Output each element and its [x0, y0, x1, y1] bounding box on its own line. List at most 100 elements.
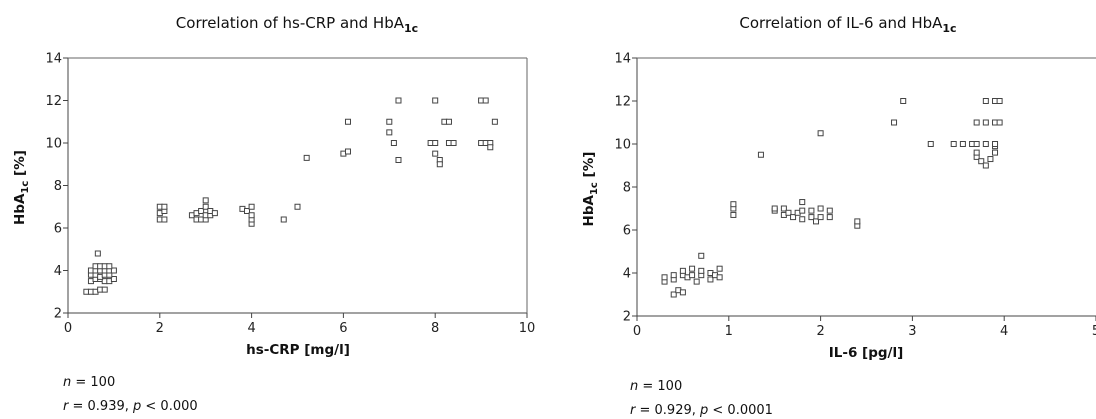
x-tick-label: 0 — [633, 324, 641, 339]
y-tick-label: 2 — [623, 310, 631, 325]
y-axis-label-main: HbA — [12, 193, 28, 225]
data-point — [110, 276, 117, 282]
data-point — [487, 144, 494, 151]
y-axis-label-unit: [%] — [581, 152, 597, 183]
data-point — [785, 209, 792, 216]
y-axis-label-unit: [%] — [12, 150, 28, 181]
y-tick-label: 12 — [614, 95, 631, 110]
data-point — [294, 203, 301, 210]
data-point — [826, 207, 833, 214]
x-tick-label: 8 — [431, 321, 439, 336]
data-point — [202, 203, 209, 210]
stat-p-label: p — [699, 403, 708, 418]
data-point — [679, 289, 686, 296]
x-tick-label: 1 — [725, 324, 733, 339]
data-point — [482, 97, 489, 104]
y-tick-label: 14 — [614, 52, 631, 67]
data-point — [386, 129, 393, 136]
y-tick-label: 12 — [45, 94, 62, 109]
data-point — [432, 97, 439, 104]
data-point — [390, 140, 397, 146]
data-point — [432, 140, 439, 146]
data-point — [817, 130, 824, 137]
data-point — [799, 207, 806, 214]
data-point — [161, 216, 168, 223]
data-point — [94, 250, 101, 257]
stat-r-value: = 0.939, — [68, 399, 133, 414]
chart-hscrp-hba1c: Correlation of hs-CRP and HbA1c246810121… — [12, 14, 535, 414]
data-point — [799, 216, 806, 223]
data-point — [303, 154, 310, 161]
data-point — [386, 118, 393, 125]
data-point — [982, 141, 989, 147]
data-point — [996, 119, 1003, 126]
data-point — [959, 141, 966, 147]
stat-n-label: n — [630, 379, 638, 394]
chart-title-subscript: 1c — [942, 22, 956, 35]
y-tick-label: 4 — [623, 267, 631, 282]
y-tick-label: 6 — [623, 224, 631, 239]
data-point — [344, 148, 351, 155]
x-tick-label: 10 — [519, 321, 536, 336]
y-tick-label: 2 — [54, 307, 62, 322]
data-point — [973, 149, 980, 156]
data-point — [491, 118, 498, 125]
stat-r-p: r = 0.939, p < 0.000 — [63, 399, 198, 414]
y-tick-label: 10 — [45, 137, 62, 152]
data-point — [395, 157, 402, 163]
data-point — [679, 267, 686, 274]
y-tick-label: 10 — [614, 138, 631, 153]
data-point — [670, 272, 677, 279]
data-point — [445, 118, 452, 125]
data-point — [689, 265, 696, 272]
chart-title: Correlation of IL-6 and HbA1c — [739, 14, 956, 35]
y-tick-label: 4 — [54, 264, 62, 279]
stat-n-label: n — [63, 375, 71, 390]
data-point — [817, 214, 824, 221]
data-point — [780, 205, 787, 212]
y-axis-label-main: HbA — [581, 194, 597, 226]
stat-n-value: = 100 — [638, 379, 682, 394]
data-point — [982, 119, 989, 126]
y-axis-label: HbA1c [%] — [12, 150, 31, 225]
data-point — [436, 161, 443, 168]
data-point — [730, 201, 737, 208]
data-point — [106, 263, 113, 270]
data-point — [757, 151, 764, 158]
data-point — [950, 141, 957, 147]
x-tick-label: 6 — [339, 321, 347, 336]
data-point — [670, 291, 677, 298]
data-point — [707, 276, 714, 283]
data-point — [771, 205, 778, 212]
data-point — [900, 98, 907, 104]
data-point — [661, 274, 668, 281]
data-point — [987, 156, 994, 163]
y-axis-label: HbA1c [%] — [581, 152, 600, 227]
chart-title-main: Correlation of hs-CRP and HbA — [176, 14, 405, 32]
x-tick-label: 4 — [1000, 324, 1008, 339]
data-point — [161, 203, 168, 210]
y-tick-label: 14 — [45, 52, 62, 67]
stat-n: n = 100 — [63, 375, 115, 390]
data-point — [982, 162, 989, 169]
x-tick-label: 2 — [156, 321, 164, 336]
data-point — [202, 197, 209, 204]
data-point — [248, 212, 255, 219]
data-point — [982, 98, 989, 104]
data-point — [799, 199, 806, 206]
data-point — [698, 267, 705, 274]
data-point — [973, 119, 980, 126]
y-tick-label: 8 — [54, 179, 62, 194]
x-axis-label: IL-6 [pg/l] — [829, 345, 904, 361]
stat-r-p: r = 0.929, p < 0.0001 — [630, 403, 773, 418]
stat-n-value: = 100 — [71, 375, 115, 390]
data-point — [790, 214, 797, 221]
data-point — [992, 149, 999, 156]
data-point — [927, 141, 934, 147]
stat-p-label: p — [132, 399, 141, 414]
data-point — [817, 205, 824, 212]
y-tick-label: 6 — [54, 222, 62, 237]
data-point — [689, 272, 696, 279]
stat-n: n = 100 — [630, 379, 682, 394]
